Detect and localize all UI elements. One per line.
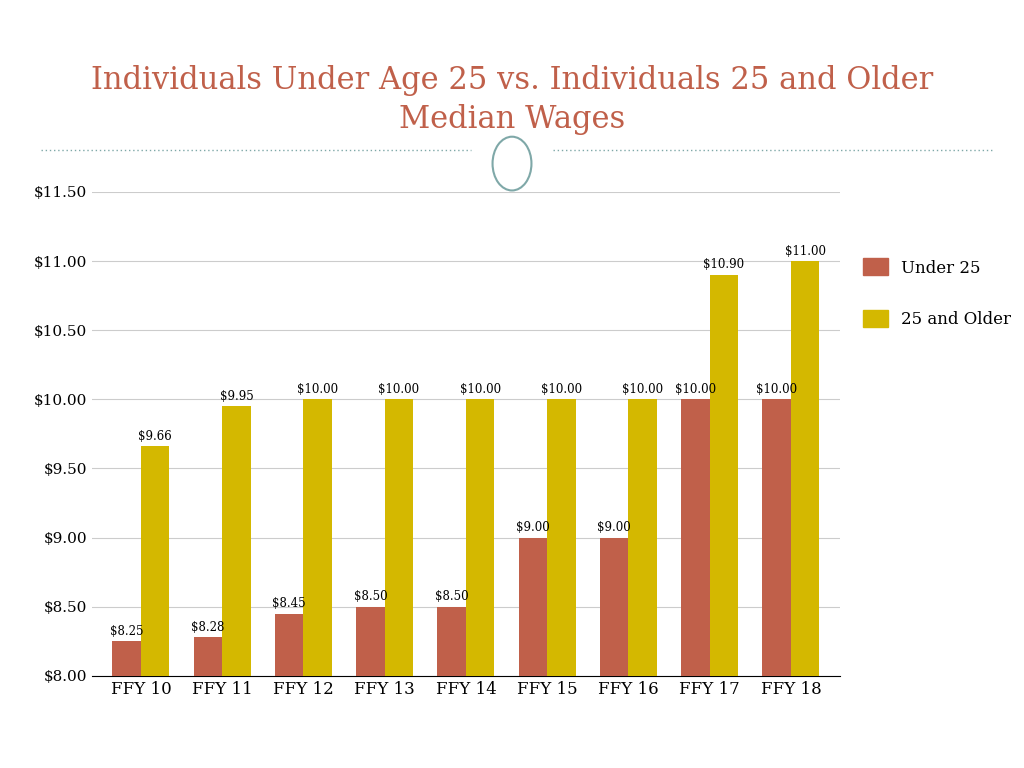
Bar [141,446,169,676]
Text: $10.00: $10.00 [623,383,664,396]
Bar [222,406,251,676]
Bar [681,399,710,676]
Bar [519,538,547,676]
Text: $10.00: $10.00 [378,383,420,396]
Text: $8.50: $8.50 [353,591,387,604]
Bar [600,538,629,676]
Text: $8.50: $8.50 [435,591,469,604]
Bar [437,607,466,676]
Bar [547,399,575,676]
Text: $10.90: $10.90 [703,259,744,271]
Text: Median Wages: Median Wages [399,104,625,134]
Bar [113,641,141,676]
Text: $9.00: $9.00 [516,521,550,534]
Bar [466,399,495,676]
Text: $10.00: $10.00 [541,383,582,396]
Text: $8.45: $8.45 [272,598,306,611]
Bar [791,261,819,676]
Text: $9.66: $9.66 [138,430,172,443]
Text: $8.25: $8.25 [110,625,143,637]
Text: $10.00: $10.00 [756,383,798,396]
Bar [194,637,222,676]
Bar [710,275,738,676]
Bar [385,399,413,676]
Bar [629,399,656,676]
Bar [303,399,332,676]
Bar [763,399,791,676]
Text: $10.00: $10.00 [297,383,338,396]
Bar [356,607,385,676]
Legend: Under 25, 25 and Older: Under 25, 25 and Older [863,258,1012,328]
Bar [275,614,303,676]
Text: $10.00: $10.00 [675,383,716,396]
Text: $10.00: $10.00 [460,383,501,396]
Text: $8.28: $8.28 [191,621,224,634]
Text: $11.00: $11.00 [784,245,825,257]
Text: Individuals Under Age 25 vs. Individuals 25 and Older: Individuals Under Age 25 vs. Individuals… [91,65,933,96]
Text: $9.95: $9.95 [219,390,253,403]
Text: $9.00: $9.00 [597,521,631,534]
